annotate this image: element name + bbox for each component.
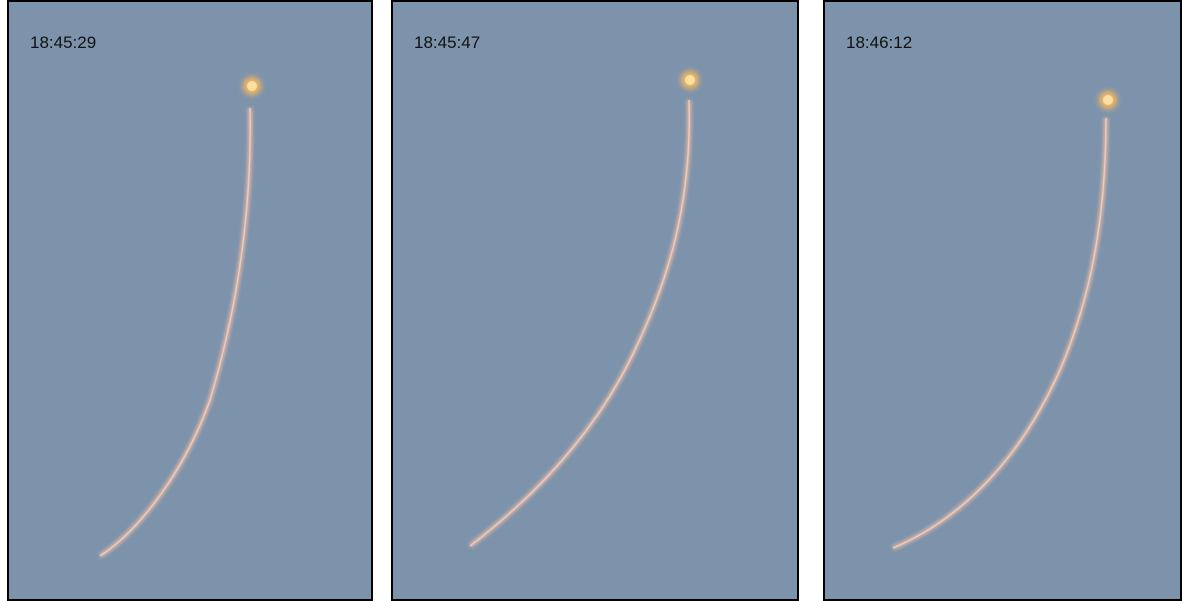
sky <box>7 0 373 601</box>
photo-panel: 18:45:47 <box>391 0 799 601</box>
head <box>685 75 695 85</box>
trail-core <box>469 99 691 547</box>
timestamp: 18:46:12 <box>846 33 912 52</box>
photo-panel: 18:46:12 <box>823 0 1182 601</box>
sky <box>823 0 1182 601</box>
photo-panel: 18:45:29 <box>7 0 373 601</box>
head <box>1103 95 1113 105</box>
sky <box>391 0 799 601</box>
timestamp: 18:45:47 <box>414 33 480 52</box>
trail-core <box>99 107 251 557</box>
head <box>247 81 257 91</box>
trail-core <box>892 117 1107 549</box>
timestamp: 18:45:29 <box>30 33 96 52</box>
